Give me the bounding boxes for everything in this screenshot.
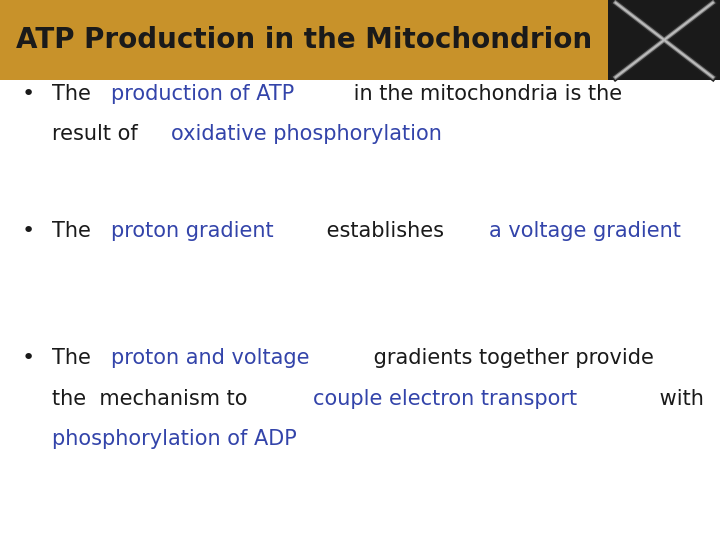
Text: a voltage gradient: a voltage gradient: [489, 221, 681, 241]
Bar: [608, 0, 720, 80]
Text: phosphorylation of ADP: phosphorylation of ADP: [52, 429, 297, 449]
Text: proton gradient: proton gradient: [111, 221, 273, 241]
Text: with: with: [654, 389, 704, 409]
Text: The: The: [52, 221, 97, 241]
Text: production of ATP: production of ATP: [111, 84, 294, 104]
Text: The: The: [52, 348, 97, 368]
Text: oxidative phosphorylation: oxidative phosphorylation: [171, 124, 442, 144]
Bar: [0, 0, 608, 80]
Text: result of: result of: [52, 124, 144, 144]
Text: couple electron transport: couple electron transport: [312, 389, 577, 409]
Text: •: •: [22, 348, 35, 368]
Text: in the mitochondria is the: in the mitochondria is the: [347, 84, 622, 104]
Text: •: •: [22, 84, 35, 104]
Text: the  mechanism to: the mechanism to: [52, 389, 254, 409]
Text: •: •: [22, 221, 35, 241]
Text: The: The: [52, 84, 97, 104]
Text: gradients together provide: gradients together provide: [366, 348, 654, 368]
Text: proton and voltage: proton and voltage: [111, 348, 309, 368]
Text: establishes: establishes: [320, 221, 451, 241]
Text: ATP Production in the Mitochondrion: ATP Production in the Mitochondrion: [16, 26, 592, 54]
